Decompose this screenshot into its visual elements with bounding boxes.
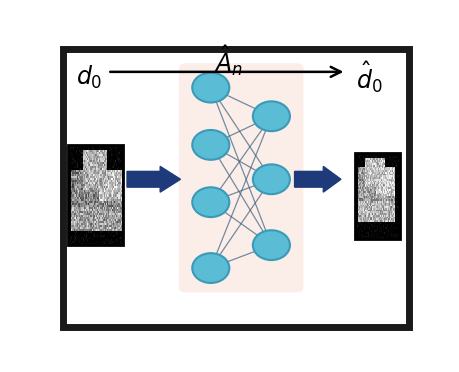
Circle shape — [192, 253, 229, 283]
FancyBboxPatch shape — [178, 63, 303, 292]
Text: $\hat{A}_n$: $\hat{A}_n$ — [213, 43, 243, 78]
Circle shape — [192, 73, 229, 103]
Circle shape — [192, 187, 229, 217]
FancyArrow shape — [127, 166, 180, 192]
Text: $d_0$: $d_0$ — [76, 64, 102, 91]
Circle shape — [192, 130, 229, 160]
Circle shape — [252, 164, 289, 194]
Circle shape — [252, 230, 289, 260]
Circle shape — [252, 101, 289, 131]
FancyArrow shape — [294, 166, 340, 192]
Text: $\hat{d}_0$: $\hat{d}_0$ — [355, 60, 382, 95]
